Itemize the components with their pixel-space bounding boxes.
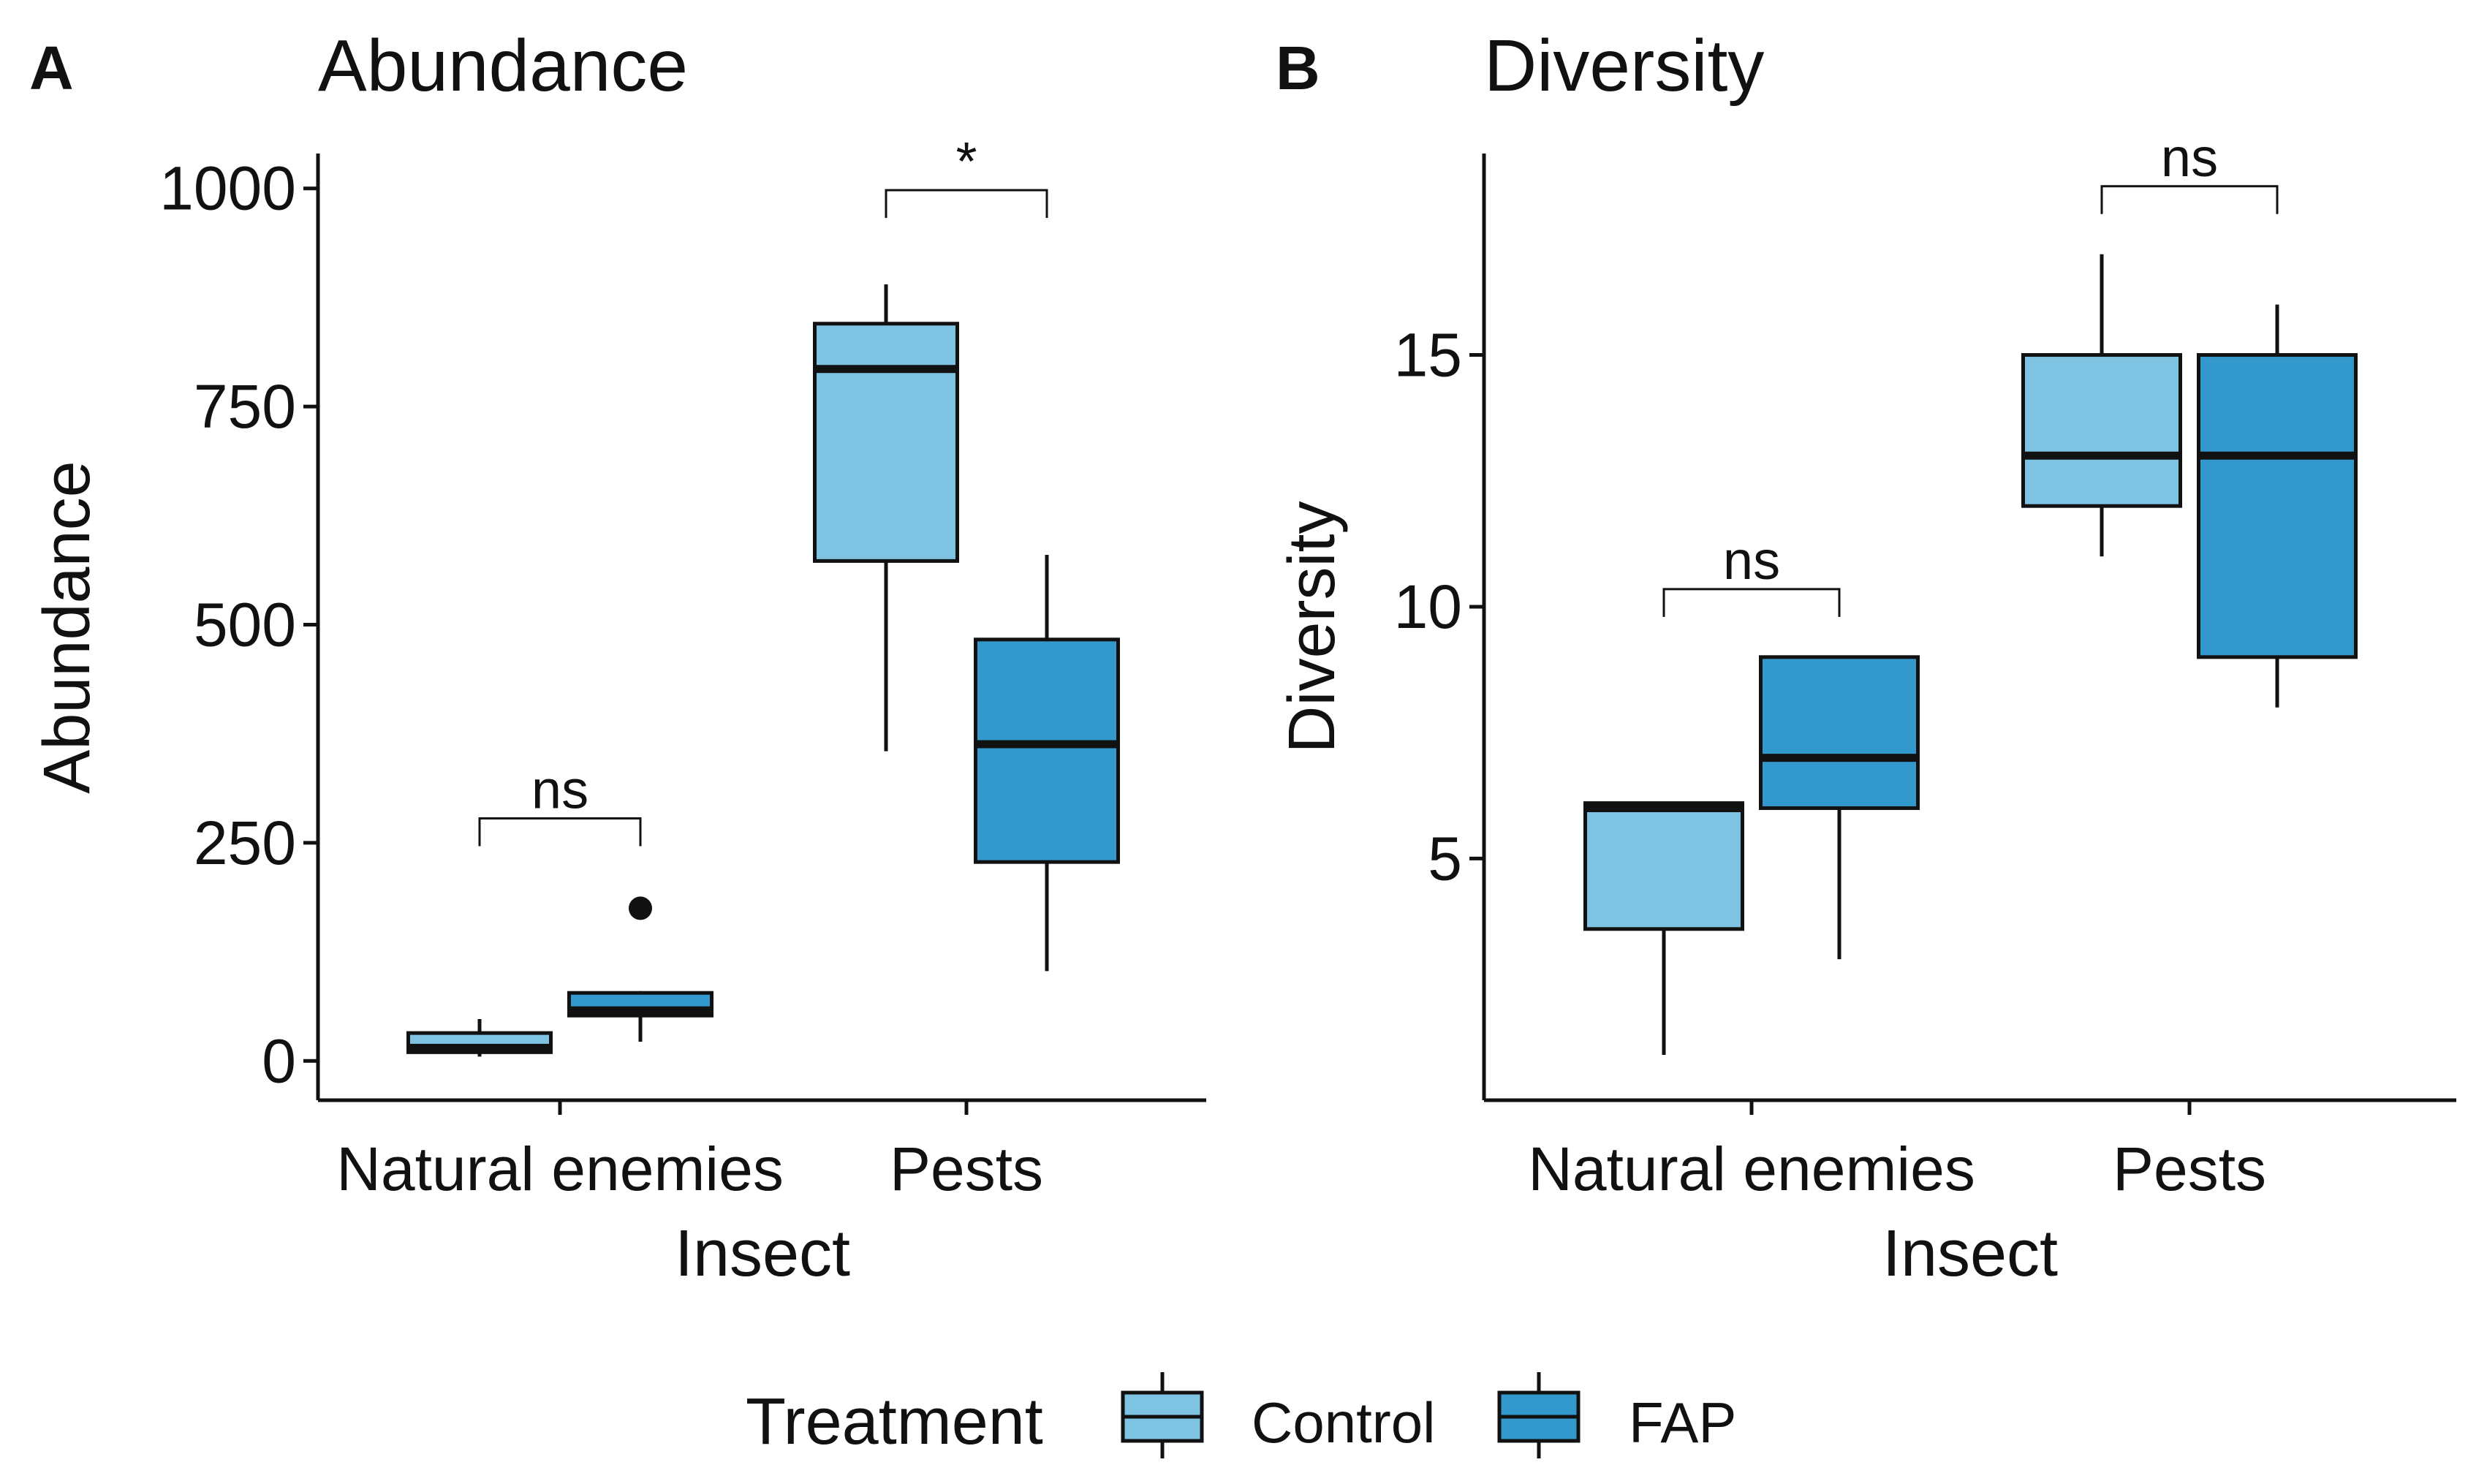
box-control-pests [2021, 353, 2182, 508]
x-tick-label: Pests [2113, 1135, 2266, 1203]
y-tick-label: 0 [262, 1026, 296, 1095]
y-ticks: 5 10 15 [1394, 321, 1484, 893]
y-tick-label: 5 [1428, 824, 1462, 893]
significance-bracket [478, 817, 642, 847]
boxes [406, 284, 1120, 1057]
legend-key-fap [1497, 1372, 1581, 1458]
boxes [1583, 254, 2358, 1056]
significance-label: ns [531, 759, 588, 819]
x-axis-title: Insect [1882, 1217, 2058, 1290]
significance-label: ns [2161, 127, 2218, 188]
significance-bracket [1662, 588, 1841, 617]
y-tick-label: 10 [1394, 572, 1462, 641]
significance-label: * [956, 131, 977, 192]
panel-title-diversity: Diversity [1484, 25, 1764, 107]
x-tick-label: Natural enemies [1528, 1135, 1975, 1203]
panel-letter-a: A [29, 34, 74, 102]
panel-title-abundance: Abundance [318, 25, 688, 107]
x-tick-label: Pests [890, 1135, 1043, 1203]
y-axis-title: Abundance [31, 461, 104, 793]
legend-label-control: Control [1252, 1390, 1435, 1455]
y-tick-label: 750 [194, 372, 296, 441]
x-tick-label: Natural enemies [336, 1135, 784, 1203]
significance-bracket [2100, 185, 2279, 214]
significance-label: ns [1723, 530, 1780, 591]
box-control-pests [813, 322, 959, 563]
panel-abundance: A Abundance Abundance Insect 0 250 500 750 1… [29, 25, 1206, 1290]
y-axis-title: Diversity [1276, 501, 1349, 753]
x-ticks: Natural enemies Pests [336, 1100, 1043, 1203]
y-tick-label: 1000 [159, 154, 296, 223]
outlier-fap-natural-enemies [629, 896, 652, 920]
legend: Treatment Control FAP [746, 1372, 1736, 1458]
x-ticks: Natural enemies Pests [1528, 1100, 2266, 1203]
panel-diversity: B Diversity Diversity Insect 5 10 15 Natur… [1276, 25, 2456, 1290]
y-tick-label: 250 [194, 809, 296, 877]
box-fap-pests [2197, 353, 2358, 659]
box-fap-natural-enemies [1759, 655, 1920, 810]
y-tick-label: 500 [194, 591, 296, 659]
significance-brackets: ns * [478, 131, 1048, 847]
legend-key-control [1121, 1372, 1204, 1458]
x-axis-title: Insect [675, 1217, 850, 1290]
significance-brackets: ns ns [1662, 127, 2279, 617]
significance-bracket [885, 189, 1048, 219]
panel-letter-b: B [1276, 34, 1320, 102]
legend-title: Treatment [746, 1385, 1043, 1458]
legend-label-fap: FAP [1629, 1390, 1736, 1455]
box-fap-pests [974, 637, 1120, 864]
y-ticks: 0 250 500 750 1000 [159, 154, 318, 1095]
box-control-natural-enemies [1583, 801, 1744, 931]
y-tick-label: 15 [1394, 321, 1462, 390]
